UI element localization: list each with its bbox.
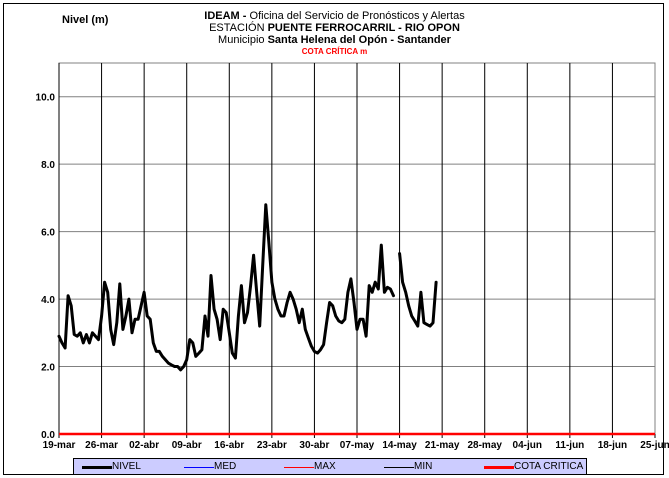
x-tick-label: 23-abr — [257, 440, 287, 451]
x-tick-label: 09-abr — [172, 440, 202, 451]
legend-label: COTA CRITICA — [514, 461, 584, 472]
header-line-agency: IDEAM - Oficina del Servicio de Pronósti… — [0, 10, 669, 22]
y-tick-label: 4.0 — [41, 295, 55, 306]
x-tick-label: 04-jun — [513, 440, 542, 451]
y-tick-label: 8.0 — [41, 160, 55, 171]
legend-label: MAX — [314, 461, 336, 472]
x-tick-label: 21-may — [425, 440, 460, 451]
header-agency-rest: Oficina del Servicio de Pronósticos y Al… — [246, 10, 465, 22]
y-axis-label: Nivel (m) — [62, 14, 109, 26]
legend-item-nivel: NIVEL — [82, 461, 141, 473]
header-line-station: ESTACIÓN PUENTE FERROCARRIL - RIO OPON — [0, 22, 669, 34]
header-line-municipality: Municipio Santa Helena del Opón - Santan… — [0, 34, 669, 46]
legend-item-min: MIN — [384, 461, 432, 473]
y-tick-label: 0.0 — [41, 430, 55, 441]
x-tick-label: 19-mar — [43, 440, 76, 451]
legend-swatch — [384, 466, 414, 468]
header-municipality-name: Santa Helena del Opón - Santander — [267, 34, 451, 46]
header-critical-level: COTA CRÍTICA m — [301, 47, 368, 56]
series-nivel-line — [57, 203, 438, 372]
header-station-name: PUENTE FERROCARRIL - RIO OPON — [267, 22, 460, 34]
x-tick-label: 16-abr — [214, 440, 244, 451]
header-municipality-prefix: Municipio — [218, 34, 268, 46]
legend-swatch — [82, 465, 112, 469]
legend-item-med: MED — [184, 461, 236, 473]
header-station-prefix: ESTACIÓN — [209, 22, 268, 34]
legend-swatch — [484, 465, 514, 469]
x-tick-label: 30-abr — [299, 440, 329, 451]
legend-item-cota-critica: COTA CRITICA — [484, 461, 583, 473]
x-tick-label: 07-may — [340, 440, 375, 451]
legend-label: MED — [214, 461, 237, 472]
x-tick-label: 02-abr — [129, 440, 159, 451]
y-tick-label: 2.0 — [41, 363, 55, 374]
legend-swatch — [284, 466, 314, 468]
y-tick-label: 10.0 — [36, 93, 56, 104]
x-tick-label: 28-may — [467, 440, 502, 451]
x-tick-label: 26-mar — [85, 440, 118, 451]
header-agency-bold: IDEAM - — [204, 10, 247, 22]
x-tick-label: 25-jun — [640, 440, 669, 451]
x-tick-label: 14-may — [382, 440, 417, 451]
legend-swatch — [184, 466, 214, 468]
legend-label: MIN — [414, 461, 433, 472]
y-tick-label: 6.0 — [41, 228, 55, 239]
chart-legend: NIVEL MED MAX MIN COTA CRITICA — [73, 458, 587, 475]
x-tick-label: 18-jun — [598, 440, 627, 451]
legend-label: NIVEL — [112, 461, 141, 472]
x-tick-label: 11-jun — [555, 440, 584, 451]
legend-item-max: MAX — [284, 461, 336, 473]
